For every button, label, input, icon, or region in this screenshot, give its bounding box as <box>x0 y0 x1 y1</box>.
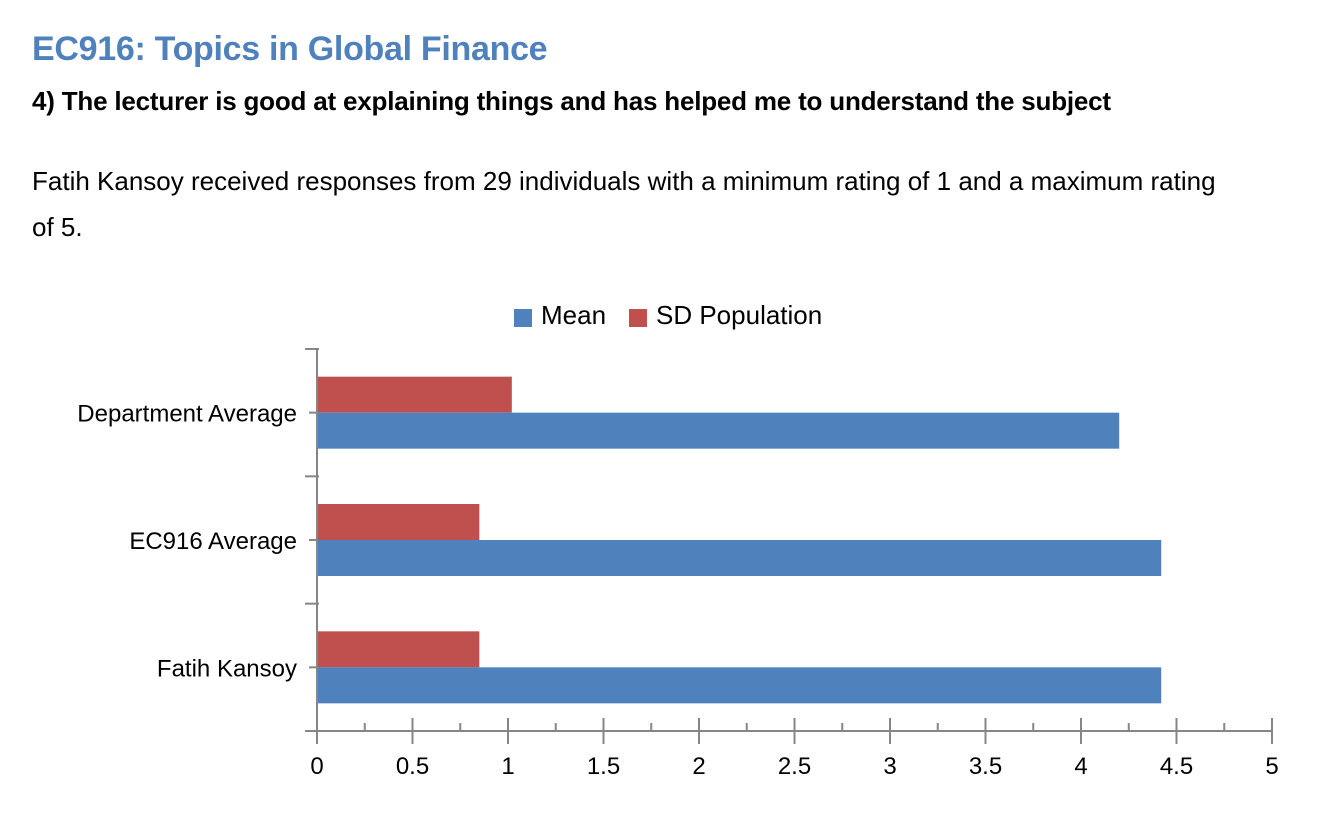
legend-label-mean: Mean <box>541 300 606 330</box>
x-tick-label: 4 <box>1074 753 1087 780</box>
x-tick-label: 2.5 <box>778 753 811 780</box>
bar-sd-population-ec916-average <box>317 504 480 540</box>
x-tick-label: 3 <box>883 753 896 780</box>
category-label-fatih-kansoy: Fatih Kansoy <box>157 655 297 682</box>
x-tick-label: 0.5 <box>396 753 429 780</box>
category-label-department-average: Department Average <box>77 401 297 428</box>
bar-mean-ec916-average <box>317 540 1162 576</box>
x-tick-label: 4.5 <box>1160 753 1193 780</box>
legend-swatch-mean <box>514 309 532 327</box>
x-tick-label: 1.5 <box>587 753 620 780</box>
chart-axes: Department Average EC916 Average Fatih Kan… <box>77 348 1279 780</box>
bar-mean-department-average <box>317 412 1120 449</box>
x-tick-label: 1 <box>501 753 514 780</box>
x-tick-label: 0 <box>310 753 323 780</box>
x-tick-label: 3.5 <box>969 753 1002 780</box>
chart-legend: Mean SD Population <box>514 300 822 330</box>
course-title: EC916: Topics in Global Finance <box>32 30 548 68</box>
chart-bars <box>317 376 1162 704</box>
bar-mean-fatih-kansoy <box>317 667 1162 704</box>
x-tick-label: 5 <box>1265 753 1278 780</box>
bar-sd-population-fatih-kansoy <box>317 631 480 668</box>
legend-swatch-sd-population <box>629 309 647 327</box>
bar-sd-population-department-average <box>317 376 512 413</box>
response-summary: Fatih Kansoy received responses from 29 … <box>32 166 1216 242</box>
legend-label-sd-population: SD Population <box>656 300 822 330</box>
question-title: 4) The lecturer is good at explaining th… <box>32 86 1111 116</box>
x-tick-label: 2 <box>692 753 705 780</box>
category-label-ec916-average: EC916 Average <box>129 528 297 555</box>
